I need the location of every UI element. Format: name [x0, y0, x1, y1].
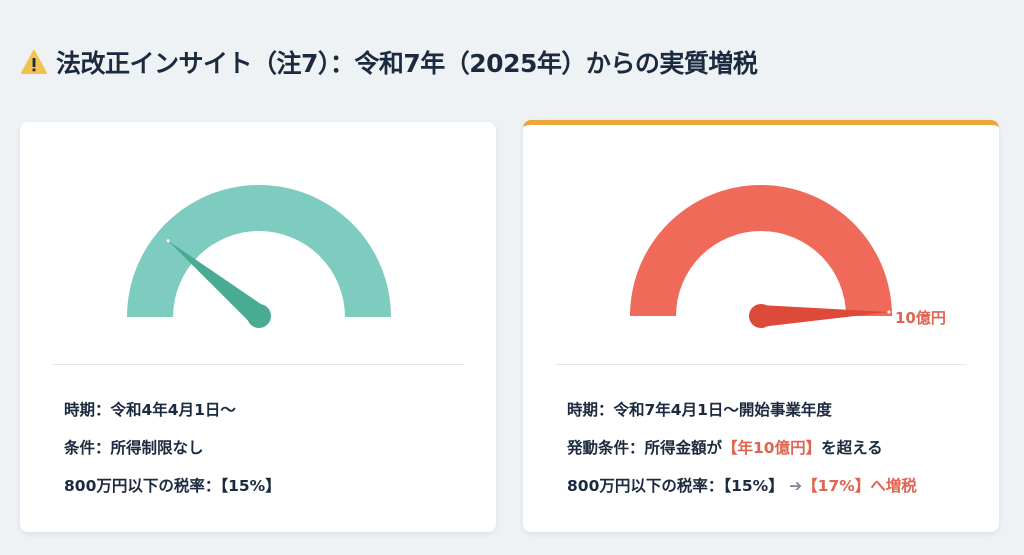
divider — [555, 364, 967, 365]
gauge-current — [127, 185, 391, 328]
rate-line: 800万円以下の税率：【15%】 — [64, 477, 281, 495]
title-text: 法改正インサイト（注7）：令和7年（2025年）からの実質増税 — [56, 49, 758, 78]
condition-highlight: 【年10億円】 — [722, 439, 822, 457]
gauge-needle — [749, 304, 891, 328]
page-title: 法改正インサイト（注7）：令和7年（2025年）からの実質増税 — [20, 44, 758, 80]
gauge-needle — [166, 239, 271, 328]
condition-suffix: を超える — [821, 439, 883, 457]
gauge-arc — [630, 185, 892, 316]
rate-prefix: 800万円以下の税率：【15%】 — [567, 477, 784, 495]
card-new-law: 10億円 時期：令和7年4月1日～開始事業年度 発動条件：所得金額が【年10億円… — [523, 120, 999, 532]
gauge-label: 10億円 — [895, 309, 946, 327]
rate-highlight: 【17%】へ増税 — [802, 477, 917, 495]
arrow-right-icon: ➔ — [789, 477, 803, 495]
condition-line: 条件：所得制限なし — [64, 439, 204, 457]
card-current-law: 時期：令和4年4月1日～ 条件：所得制限なし 800万円以下の税率：【15%】 — [20, 122, 496, 532]
period-line: 時期：令和4年4月1日～ — [64, 401, 236, 419]
condition-prefix: 発動条件：所得金額が — [567, 439, 723, 457]
gauge-new: 10億円 — [630, 185, 946, 328]
warning-icon — [21, 50, 47, 74]
gauge-arc — [127, 185, 391, 317]
period-line: 時期：令和7年4月1日～開始事業年度 — [567, 401, 832, 419]
condition-line: 発動条件：所得金額が【年10億円】を超える — [567, 436, 917, 474]
rate-line: 800万円以下の税率：【15%】 ➔【17%】へ増税 — [567, 474, 917, 512]
divider — [52, 364, 464, 365]
